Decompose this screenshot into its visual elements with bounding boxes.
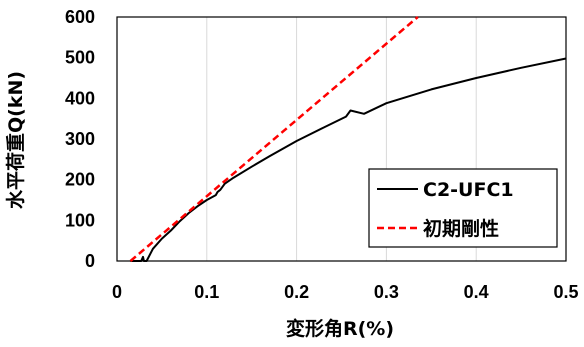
- x-tick-label: 0.1: [194, 282, 219, 302]
- legend: C2-UFC1 初期剛性: [368, 168, 558, 248]
- x-tick-label: 0.4: [464, 282, 489, 302]
- y-tick-label: 300: [65, 129, 95, 149]
- x-axis-title: 変形角R(%): [286, 317, 394, 340]
- x-tick-label: 0.2: [284, 282, 309, 302]
- series-group: [129, 16, 567, 262]
- y-tick-label: 500: [65, 48, 95, 68]
- y-tick-label: 0: [85, 251, 95, 271]
- y-tick-label: 100: [65, 210, 95, 230]
- legend-label-c2-ufc1: C2-UFC1: [423, 179, 514, 201]
- y-axis-title: 水平荷重Q(kN): [4, 71, 27, 209]
- y-tick-labels: 0 100 200 300 400 500 600: [65, 7, 95, 271]
- plot-frame: [116, 16, 567, 262]
- series-line-0: [130, 57, 567, 262]
- x-tick-label: 0.5: [553, 282, 578, 302]
- y-tick-label: 200: [65, 170, 95, 190]
- legend-box: [368, 168, 558, 248]
- x-tick-labels: 0 0.1 0.2 0.3 0.4 0.5: [112, 282, 579, 302]
- series-line-1: [129, 16, 419, 262]
- y-tick-label: 400: [65, 88, 95, 108]
- legend-label-initial-stiffness: 初期剛性: [423, 217, 499, 240]
- y-tick-label: 600: [65, 7, 95, 27]
- x-tick-label: 0: [112, 282, 122, 302]
- x-tick-label: 0.3: [374, 282, 399, 302]
